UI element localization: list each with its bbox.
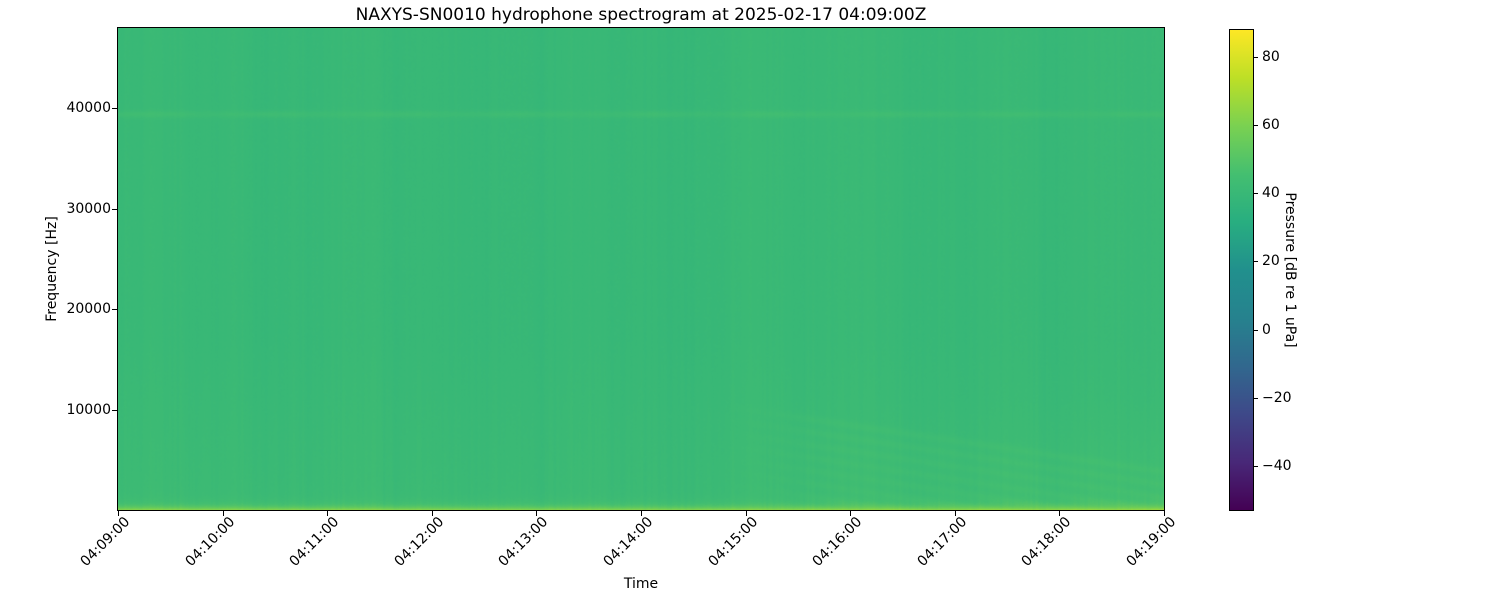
x-tick-label: 04:15:00: [705, 514, 762, 570]
spectrogram-heatmap: [118, 28, 1164, 510]
y-tick-label: 20000: [66, 301, 111, 318]
x-tick-label: 04:17:00: [914, 514, 971, 570]
x-tick-label: 04:19:00: [1123, 514, 1180, 570]
x-tick-label: 04:09:00: [77, 514, 134, 570]
chart-title: NAXYS-SN0010 hydrophone spectrogram at 2…: [355, 5, 927, 25]
y-tick-label: 30000: [66, 200, 111, 217]
x-tick-mark: [850, 511, 851, 516]
x-tick-mark: [1164, 511, 1165, 516]
x-axis-label: Time: [623, 576, 659, 592]
colorbar-tick-label: 20: [1262, 253, 1280, 270]
colorbar-tick-mark: [1254, 125, 1258, 126]
colorbar-tick-mark: [1254, 330, 1258, 331]
y-tick-mark: [112, 209, 117, 210]
y-tick-mark: [112, 108, 117, 109]
x-tick-label: 04:12:00: [391, 514, 448, 570]
x-tick-label: 04:18:00: [1018, 514, 1075, 570]
x-tick-mark: [327, 511, 328, 516]
colorbar-tick-mark: [1254, 398, 1258, 399]
plot-area: [117, 27, 1165, 511]
x-tick-mark: [955, 511, 956, 516]
colorbar-label: Pressure [dB re 1 uPa]: [1282, 192, 1298, 348]
colorbar-tick-label: 40: [1262, 185, 1280, 202]
x-tick-mark: [1059, 511, 1060, 516]
x-tick-label: 04:14:00: [600, 514, 657, 570]
colorbar-tick-label: 60: [1262, 117, 1280, 134]
colorbar-tick-mark: [1254, 193, 1258, 194]
x-tick-label: 04:11:00: [286, 514, 343, 570]
colorbar-gradient: [1230, 30, 1253, 510]
colorbar-tick-label: −40: [1262, 457, 1292, 474]
x-tick-mark: [432, 511, 433, 516]
colorbar-tick-mark: [1254, 466, 1258, 467]
y-axis-label: Frequency [Hz]: [44, 216, 60, 322]
colorbar-tick-label: 80: [1262, 49, 1280, 66]
x-tick-mark: [118, 511, 119, 516]
x-tick-mark: [536, 511, 537, 516]
x-tick-label: 04:13:00: [495, 514, 552, 570]
colorbar-tick-label: −20: [1262, 389, 1292, 406]
x-tick-mark: [223, 511, 224, 516]
y-tick-label: 10000: [66, 401, 111, 418]
y-tick-mark: [112, 309, 117, 310]
x-tick-label: 04:16:00: [809, 514, 866, 570]
y-tick-mark: [112, 410, 117, 411]
x-tick-mark: [641, 511, 642, 516]
y-tick-label: 40000: [66, 100, 111, 117]
x-tick-label: 04:10:00: [182, 514, 239, 570]
colorbar-tick-mark: [1254, 261, 1258, 262]
x-tick-mark: [746, 511, 747, 516]
colorbar: [1229, 29, 1254, 511]
colorbar-tick-mark: [1254, 57, 1258, 58]
colorbar-tick-label: 0: [1262, 321, 1271, 338]
